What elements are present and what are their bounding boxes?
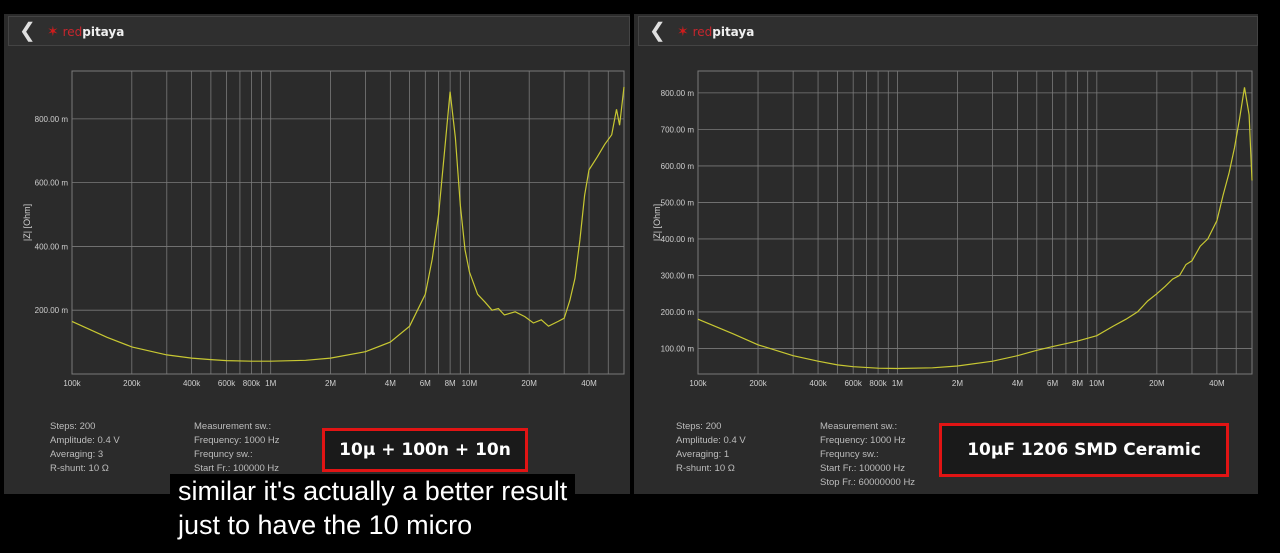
- impedance-plot: 200.00 m 400.00 m 600.00 m 800.00 m 100k 200k…: [22, 70, 625, 388]
- sweep-settings-info: Steps: 200 Amplitude: 0.4 V Averaging: 1…: [676, 420, 746, 476]
- measurement-info: Measurement sw.: Frequency: 1000 Hz Freq…: [820, 420, 915, 490]
- y-axis-label: |Z| [Ohm]: [652, 204, 662, 241]
- caption-line: just to have the 10 micro: [170, 508, 481, 542]
- x-tick-label: 4M: [1012, 379, 1023, 388]
- y-tick-label: 400.00 m: [35, 242, 69, 251]
- x-tick-label: 8M: [445, 379, 456, 388]
- measurement-info: Measurement sw.: Frequency: 1000 Hz Freq…: [194, 420, 280, 476]
- x-tick-label: 2M: [952, 379, 963, 388]
- impedance-trace: [697, 87, 1253, 370]
- caption-line: similar it's actually a better result: [170, 474, 576, 508]
- info-line: Averaging: 3: [50, 449, 104, 460]
- x-tick-label: 1M: [892, 379, 903, 388]
- chevron-left-icon[interactable]: ❮: [649, 20, 666, 42]
- y-tick-label: 700.00 m: [661, 125, 695, 134]
- info-line: Frequency: 1000 Hz: [820, 435, 906, 446]
- x-tick-label: 800k: [243, 379, 261, 388]
- x-tick-label: 200k: [123, 379, 141, 388]
- app-title-bar: ❮ ✶ redpitaya: [8, 16, 630, 46]
- logo-text-red: red: [692, 25, 713, 39]
- y-tick-label: 800.00 m: [35, 115, 69, 124]
- y-tick-label: 800.00 m: [661, 89, 695, 98]
- x-tick-label: 40M: [581, 379, 597, 388]
- logo-text-white: pitaya: [82, 25, 125, 39]
- info-line: Amplitude: 0.4 V: [50, 435, 120, 446]
- x-tick-label: 100k: [689, 379, 707, 388]
- x-tick-label: 600k: [844, 379, 862, 388]
- star-logo-icon: ✶: [677, 24, 689, 40]
- info-line: Steps: 200: [676, 421, 722, 432]
- x-tick-label: 400k: [809, 379, 827, 388]
- info-line: Start Fr.: 100000 Hz: [194, 463, 280, 474]
- x-tick-label: 6M: [1047, 379, 1058, 388]
- y-tick-label: 300.00 m: [661, 271, 695, 280]
- x-tick-label: 600k: [218, 379, 236, 388]
- info-line: Amplitude: 0.4 V: [676, 435, 746, 446]
- y-tick-label: 200.00 m: [35, 306, 69, 315]
- info-line: Stop Fr.: 60000000 Hz: [820, 477, 916, 488]
- info-line: R-shunt: 10 Ω: [676, 463, 735, 474]
- y-tick-label: 200.00 m: [661, 308, 695, 317]
- x-tick-label: 2M: [325, 379, 336, 388]
- sweep-settings-info: Steps: 200 Amplitude: 0.4 V Averaging: 3…: [50, 420, 120, 476]
- x-tick-label: 400k: [183, 379, 201, 388]
- x-tick-label: 10M: [462, 379, 478, 388]
- x-tick-label: 1M: [265, 379, 276, 388]
- x-tick-label: 20M: [1149, 379, 1165, 388]
- info-line: Frequncy sw.:: [194, 449, 253, 460]
- x-tick-label: 20M: [521, 379, 537, 388]
- plot-area: [697, 70, 1253, 375]
- x-tick-label: 200k: [749, 379, 767, 388]
- capacitor-label-badge: 10µF 1206 SMD Ceramic: [939, 423, 1229, 477]
- impedance-panel-right: ❮ ✶ redpitaya 100.00 m 200.00 m 300.00 m 40…: [634, 14, 1258, 494]
- info-line: Start Fr.: 100000 Hz: [820, 463, 906, 474]
- redpitaya-logo: ✶ redpitaya: [677, 24, 754, 40]
- info-line: R-shunt: 10 Ω: [50, 463, 109, 474]
- x-tick-label: 100k: [63, 379, 81, 388]
- impedance-trace: [71, 86, 625, 362]
- chevron-left-icon[interactable]: ❮: [19, 20, 36, 42]
- y-tick-label: 600.00 m: [661, 162, 695, 171]
- x-tick-label: 6M: [420, 379, 431, 388]
- impedance-plot: 100.00 m 200.00 m 300.00 m 400.00 m 500.00 m…: [652, 70, 1253, 388]
- y-axis-label: |Z| [Ohm]: [22, 204, 32, 241]
- y-tick-label: 600.00 m: [35, 179, 69, 188]
- y-tick-label: 400.00 m: [661, 235, 695, 244]
- info-line: Frequency: 1000 Hz: [194, 435, 280, 446]
- redpitaya-logo: ✶ redpitaya: [47, 24, 124, 40]
- x-tick-label: 8M: [1072, 379, 1083, 388]
- info-line: Measurement sw.:: [194, 421, 272, 432]
- info-line: Frequncy sw.:: [820, 449, 879, 460]
- impedance-panel-left: ❮ ✶ redpitaya 200.00 m 400.00 m 600.00 m 80…: [4, 14, 630, 494]
- info-line: Measurement sw.:: [820, 421, 898, 432]
- x-tick-label: 800k: [869, 379, 887, 388]
- y-tick-label: 100.00 m: [661, 344, 695, 353]
- logo-text-white: pitaya: [712, 25, 755, 39]
- x-tick-label: 40M: [1209, 379, 1225, 388]
- star-logo-icon: ✶: [47, 24, 59, 40]
- capacitor-label-badge: 10µ + 100n + 10n: [322, 428, 528, 472]
- info-line: Steps: 200: [50, 421, 96, 432]
- app-title-bar: ❮ ✶ redpitaya: [638, 16, 1258, 46]
- y-tick-label: 500.00 m: [661, 198, 695, 207]
- info-line: Averaging: 1: [676, 449, 730, 460]
- x-tick-label: 4M: [385, 379, 396, 388]
- x-tick-label: 10M: [1089, 379, 1105, 388]
- plot-area: [71, 70, 625, 375]
- logo-text-red: red: [62, 25, 83, 39]
- video-caption: similar it's actually a better result ju…: [170, 474, 640, 542]
